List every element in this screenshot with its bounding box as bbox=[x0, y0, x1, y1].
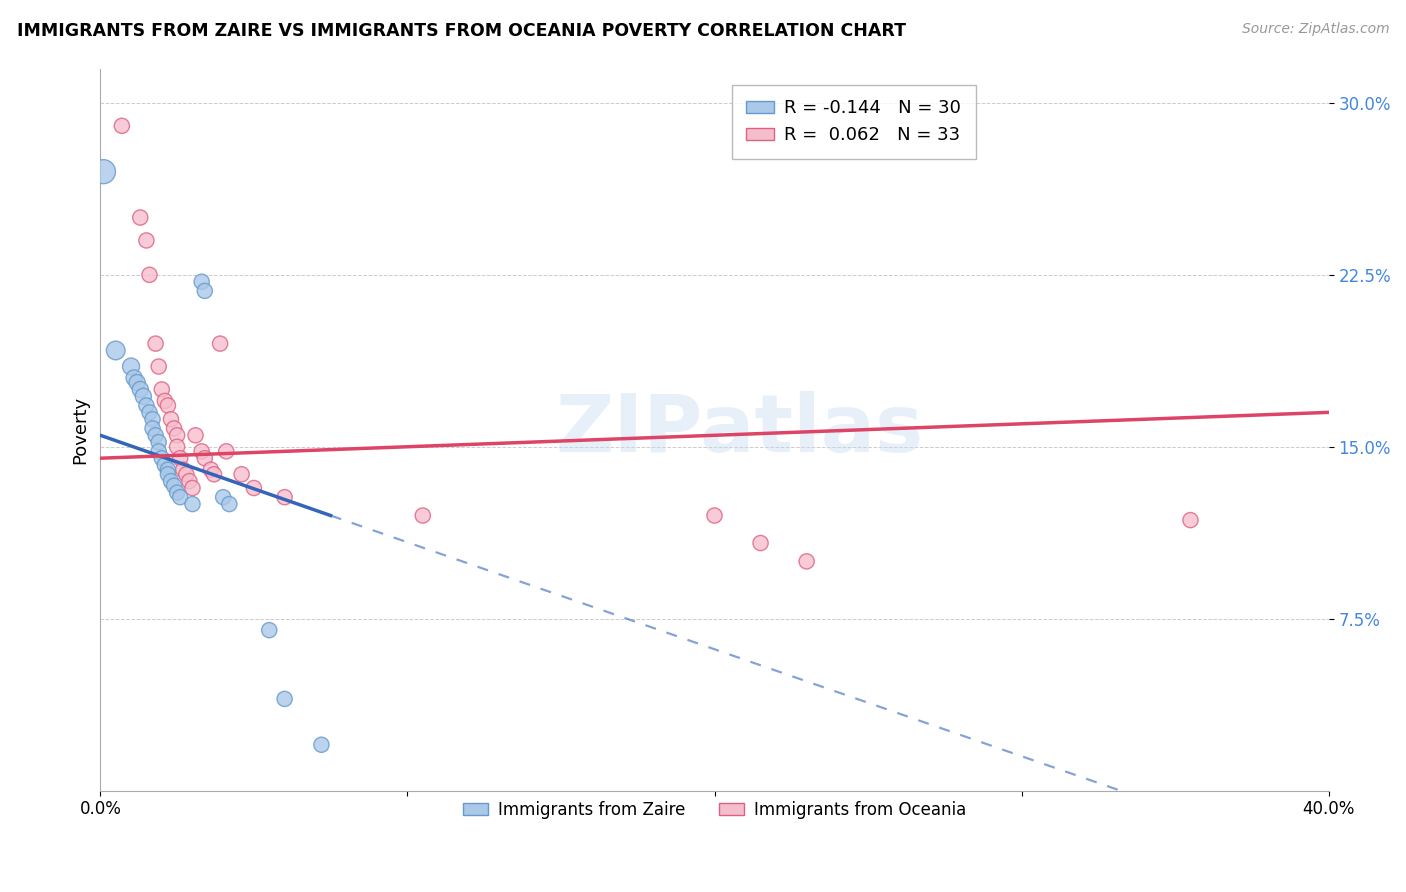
Point bbox=[142, 421, 165, 435]
Point bbox=[111, 119, 134, 133]
Point bbox=[148, 444, 170, 458]
Point bbox=[122, 371, 145, 385]
Point bbox=[153, 393, 176, 408]
Point bbox=[184, 428, 207, 442]
Point bbox=[132, 389, 155, 403]
Point bbox=[150, 451, 173, 466]
Point bbox=[194, 284, 217, 298]
Point bbox=[181, 497, 204, 511]
Point bbox=[156, 467, 179, 482]
Point bbox=[145, 336, 167, 351]
Point bbox=[212, 490, 235, 504]
Point bbox=[243, 481, 266, 495]
Point bbox=[166, 428, 188, 442]
Point bbox=[172, 463, 194, 477]
Point bbox=[148, 435, 170, 450]
Point bbox=[129, 383, 152, 397]
Point bbox=[311, 738, 333, 752]
Point bbox=[200, 463, 222, 477]
Point bbox=[120, 359, 142, 374]
Point bbox=[135, 399, 157, 413]
Point bbox=[231, 467, 253, 482]
Point bbox=[796, 554, 818, 568]
Point bbox=[163, 479, 186, 493]
Point bbox=[218, 497, 240, 511]
Point bbox=[160, 474, 183, 488]
Point bbox=[209, 336, 232, 351]
Point bbox=[93, 164, 115, 178]
Y-axis label: Poverty: Poverty bbox=[72, 395, 89, 464]
Point bbox=[104, 343, 127, 358]
Point bbox=[145, 428, 167, 442]
Point bbox=[215, 444, 238, 458]
Point bbox=[194, 451, 217, 466]
Legend: Immigrants from Zaire, Immigrants from Oceania: Immigrants from Zaire, Immigrants from O… bbox=[457, 794, 973, 826]
Point bbox=[412, 508, 434, 523]
Point bbox=[142, 412, 165, 426]
Point bbox=[156, 463, 179, 477]
Point bbox=[190, 275, 212, 289]
Point bbox=[163, 421, 186, 435]
Point bbox=[148, 359, 170, 374]
Point bbox=[749, 536, 772, 550]
Text: IMMIGRANTS FROM ZAIRE VS IMMIGRANTS FROM OCEANIA POVERTY CORRELATION CHART: IMMIGRANTS FROM ZAIRE VS IMMIGRANTS FROM… bbox=[17, 22, 905, 40]
Point bbox=[156, 399, 179, 413]
Point bbox=[166, 440, 188, 454]
Point bbox=[160, 412, 183, 426]
Point bbox=[1180, 513, 1202, 527]
Point bbox=[179, 474, 201, 488]
Point bbox=[202, 467, 225, 482]
Point bbox=[138, 405, 160, 419]
Text: ZIPatlas: ZIPatlas bbox=[555, 391, 924, 468]
Point bbox=[257, 623, 280, 637]
Point bbox=[273, 490, 295, 504]
Point bbox=[169, 490, 191, 504]
Point bbox=[129, 211, 152, 225]
Point bbox=[135, 234, 157, 248]
Text: Source: ZipAtlas.com: Source: ZipAtlas.com bbox=[1241, 22, 1389, 37]
Point bbox=[169, 451, 191, 466]
Point bbox=[153, 458, 176, 472]
Point bbox=[190, 444, 212, 458]
Point bbox=[150, 383, 173, 397]
Point bbox=[138, 268, 160, 282]
Point bbox=[166, 485, 188, 500]
Point bbox=[181, 481, 204, 495]
Point bbox=[703, 508, 725, 523]
Point bbox=[273, 692, 295, 706]
Point bbox=[176, 467, 198, 482]
Point bbox=[127, 376, 149, 390]
